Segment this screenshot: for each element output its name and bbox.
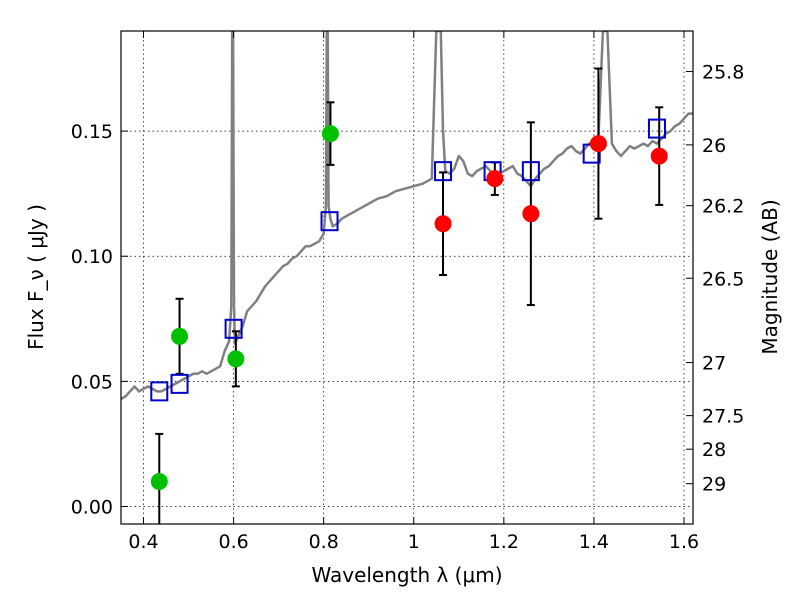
y-axis-title-text: Flux F_ν ( μJy ): [24, 204, 48, 350]
y-tick-label: 0.00: [71, 496, 113, 518]
right-tick-label: 27: [702, 353, 726, 375]
x-tick-label: 0.4: [128, 531, 158, 553]
right-tick-label: 26.5: [702, 268, 744, 290]
right-tick-label: 26.2: [702, 196, 744, 218]
y-tick-label: 0.15: [71, 121, 113, 143]
optical-data-point: [227, 350, 245, 368]
x-axis-ticks: 0.4 0.6 0.8 1 1.2 1.4 1.6: [128, 31, 699, 553]
nir-data-point: [434, 215, 452, 233]
model-band-square: [434, 161, 453, 182]
model-band-square: [647, 118, 666, 139]
model-band-square: [224, 318, 243, 339]
nir-data-point: [650, 147, 668, 165]
x-tick-label: 1.4: [579, 531, 609, 553]
data-markers: [150, 67, 668, 524]
optical-data-point: [321, 125, 339, 143]
model-band-square: [521, 161, 540, 182]
y-axis-title: Flux F_ν ( μJy ): [24, 204, 48, 350]
right-tick-label: 29: [702, 474, 726, 496]
x-axis-title-text: Wavelength λ (μm): [311, 563, 502, 587]
x-tick-label: 0.6: [218, 531, 248, 553]
right-tick-label: 27.5: [702, 406, 744, 428]
grid-lines: [121, 31, 693, 524]
right-axis-title: Magnitude (AB): [758, 199, 782, 354]
right-tick-label: 26: [702, 135, 726, 157]
y-axis-ticks: 0.00 0.05 0.10 0.15: [71, 121, 128, 518]
x-tick-label: 1.2: [489, 531, 519, 553]
x-tick-label: 1: [408, 531, 420, 553]
optical-data-point: [150, 472, 168, 490]
model-band-square: [320, 211, 339, 232]
right-tick-label: 25.8: [702, 62, 744, 84]
x-tick-label: 1.6: [669, 531, 699, 553]
x-axis-title: Wavelength λ (μm): [311, 563, 502, 587]
plot-frame: [120, 30, 694, 525]
model-band-square: [170, 373, 189, 394]
y-tick-label: 0.05: [71, 371, 113, 393]
nir-data-point: [486, 170, 504, 188]
y-tick-label: 0.10: [71, 246, 113, 268]
model-spectrum-line: [121, 31, 693, 400]
x-tick-label: 0.8: [309, 531, 339, 553]
nir-data-point: [522, 205, 540, 223]
nir-data-point: [589, 135, 607, 153]
right-axis-ticks: 25.8 26 26.2 26.5 27 27.5 28 29: [686, 62, 744, 496]
model-band-square: [150, 381, 169, 402]
right-tick-label: 28: [702, 439, 726, 461]
optical-data-point: [171, 327, 189, 345]
